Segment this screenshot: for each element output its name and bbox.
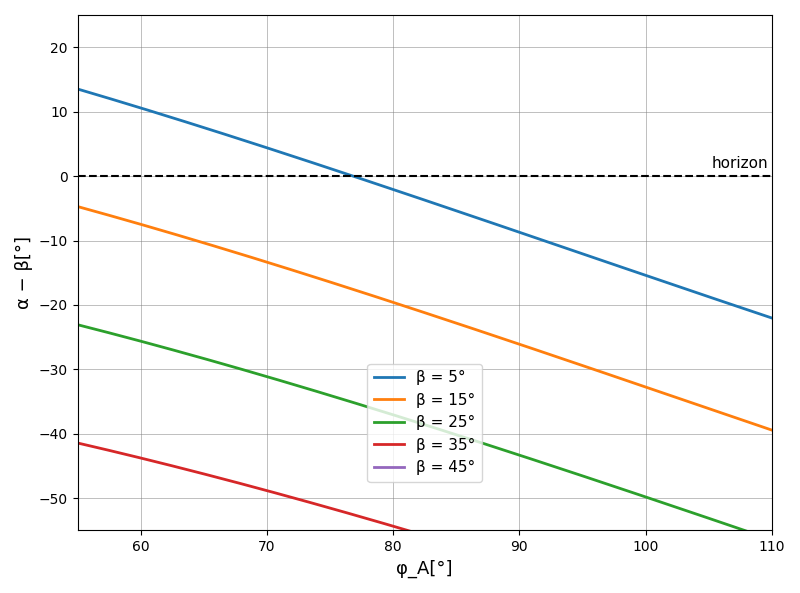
β = 25°: [619, 486, 629, 493]
β = 15°: [73, 203, 82, 210]
β = 5°: [410, 193, 420, 200]
Y-axis label: α − β[°]: α − β[°]: [15, 236, 33, 309]
X-axis label: φ_A[°]: φ_A[°]: [396, 560, 453, 578]
β = 25°: [108, 330, 118, 337]
Line: β = 15°: β = 15°: [78, 206, 772, 430]
β = 5°: [108, 96, 118, 103]
Line: β = 45°: β = 45°: [78, 561, 772, 593]
β = 25°: [767, 536, 777, 543]
β = 15°: [747, 420, 757, 427]
β = 35°: [73, 439, 82, 447]
β = 5°: [747, 308, 757, 315]
β = 15°: [746, 419, 756, 426]
β = 5°: [392, 187, 402, 195]
β = 15°: [619, 376, 629, 383]
β = 15°: [392, 300, 402, 307]
β = 35°: [108, 448, 118, 455]
β = 35°: [392, 524, 402, 531]
β = 25°: [747, 530, 757, 537]
β = 5°: [767, 314, 777, 321]
β = 25°: [746, 529, 756, 536]
β = 5°: [619, 264, 629, 272]
β = 15°: [767, 426, 777, 433]
β = 45°: [108, 565, 118, 572]
Line: β = 25°: β = 25°: [78, 325, 772, 540]
β = 25°: [410, 418, 420, 425]
β = 5°: [73, 85, 82, 93]
Legend: β = 5°, β = 15°, β = 25°, β = 35°, β = 45°: β = 5°, β = 15°, β = 25°, β = 35°, β = 4…: [367, 364, 482, 482]
β = 15°: [410, 306, 420, 313]
β = 5°: [746, 308, 756, 315]
Line: β = 5°: β = 5°: [78, 89, 772, 318]
β = 15°: [108, 213, 118, 220]
β = 25°: [73, 321, 82, 329]
Line: β = 35°: β = 35°: [78, 443, 772, 593]
β = 45°: [73, 557, 82, 565]
β = 25°: [392, 412, 402, 419]
Text: horizon: horizon: [711, 156, 768, 171]
β = 35°: [410, 529, 420, 536]
